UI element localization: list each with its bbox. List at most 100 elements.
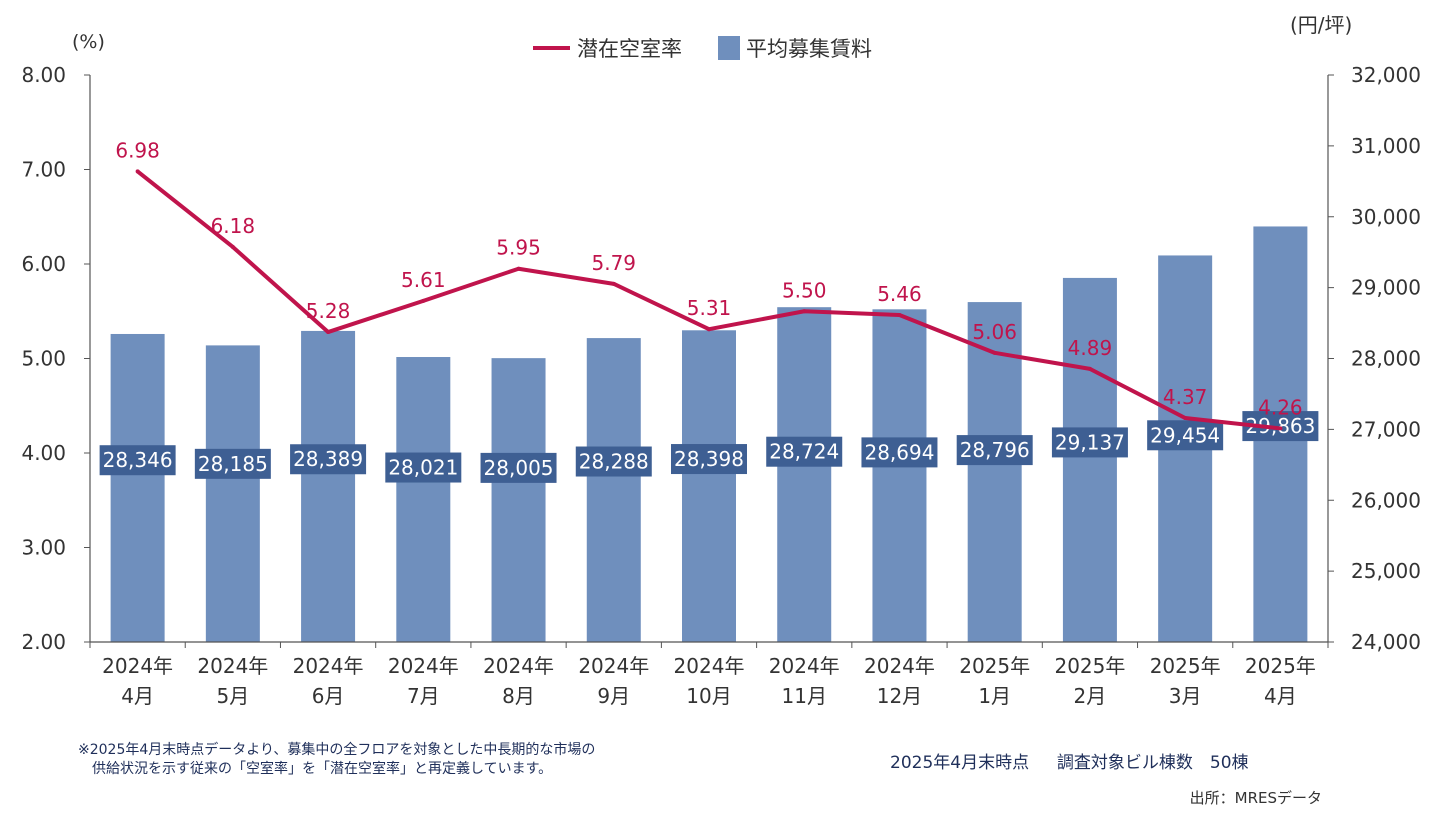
x-tick-label-year: 2025年 xyxy=(959,654,1030,678)
bar xyxy=(110,333,165,642)
right-axis-unit: (円/坪) xyxy=(1290,13,1352,37)
x-tick-label-month: 4月 xyxy=(1264,684,1297,708)
bar xyxy=(777,307,832,642)
bar xyxy=(1062,277,1117,642)
left-tick-label: 6.00 xyxy=(21,252,66,276)
left-tick-label: 3.00 xyxy=(21,536,66,560)
bar-label-box xyxy=(290,444,367,475)
bar-label-box xyxy=(194,448,271,479)
legend-line-label: 潜在空室率 xyxy=(577,37,682,61)
vacancy-point xyxy=(992,350,997,355)
right-tick-label: 32,000 xyxy=(1351,63,1421,87)
left-tick-label: 2.00 xyxy=(21,630,66,654)
bar-data-label: 29,137 xyxy=(1055,430,1125,454)
legend: 潜在空室率 平均募集賃料 xyxy=(533,36,872,61)
bar-data-label: 28,021 xyxy=(388,456,458,480)
x-tick-label-month: 1月 xyxy=(978,684,1011,708)
bar xyxy=(491,358,546,642)
bar-label-box xyxy=(575,446,652,477)
x-tick-label-month: 4月 xyxy=(121,684,154,708)
bar xyxy=(872,309,927,642)
bar-label-box xyxy=(861,437,938,468)
bar-data-label: 28,005 xyxy=(484,456,554,480)
footnote: ※2025年4月末時点データより、募集中の全フロアを対象とした中長期的な市場の … xyxy=(78,742,596,777)
x-tick-label-year: 2024年 xyxy=(483,654,554,678)
bar-series xyxy=(110,226,1308,642)
x-tick-label-year: 2025年 xyxy=(1245,654,1316,678)
bar-label-box xyxy=(671,444,747,475)
vacancy-data-label: 4.89 xyxy=(1068,336,1113,360)
x-tick-label-year: 2024年 xyxy=(578,654,649,678)
vacancy-point xyxy=(707,327,711,332)
vacancy-point xyxy=(1278,426,1283,431)
vacancy-point xyxy=(802,309,807,314)
vacancy-data-label: 4.37 xyxy=(1163,385,1208,409)
vacancy-data-label: 4.26 xyxy=(1258,395,1303,419)
vacancy-point xyxy=(1087,366,1092,371)
vacancy-data-label: 5.61 xyxy=(401,268,446,292)
x-tick-label-year: 2024年 xyxy=(388,654,459,678)
left-axis-unit: (%) xyxy=(72,31,105,53)
bar xyxy=(396,357,451,642)
vacancy-data-label: 5.06 xyxy=(972,320,1017,344)
bar xyxy=(682,330,736,642)
bar-label-box xyxy=(1051,427,1128,458)
bar xyxy=(967,302,1022,642)
x-tick-label-month: 6月 xyxy=(312,684,345,708)
axes: 2.00 3.00 4.00 5.00 6.00 7.00 8.00 24,000 25,000… xyxy=(21,13,1421,708)
x-tick-label-month: 8月 xyxy=(502,684,535,708)
x-tick-label-year: 2024年 xyxy=(102,654,173,678)
vacancy-point xyxy=(897,313,902,318)
vacancy-data-label: 5.50 xyxy=(782,278,827,302)
vacancy-data-label: 5.31 xyxy=(687,296,732,320)
legend-bar-swatch xyxy=(718,36,740,60)
vacancy-point xyxy=(135,169,140,174)
bar-data-label: 28,398 xyxy=(674,447,744,471)
x-tick-label-month: 3月 xyxy=(1169,684,1202,708)
right-tick-label: 29,000 xyxy=(1351,276,1421,300)
vacancy-point xyxy=(611,281,616,286)
vacancy-data-label: 6.98 xyxy=(115,138,160,162)
bar-label-box xyxy=(1147,420,1224,451)
bar-data-label: 28,694 xyxy=(864,440,934,464)
legend-bar-label: 平均募集賃料 xyxy=(746,37,872,61)
x-tick-label-month: 9月 xyxy=(597,684,630,708)
source-note: 出所：MRESデータ xyxy=(1189,789,1322,807)
line-series: 6.98 6.18 5.28 5.61 5.95 5.79 5.31 5.50 5.46 5.06… xyxy=(115,138,1303,431)
vacancy-point xyxy=(230,244,235,249)
x-tick-label-month: 12月 xyxy=(877,684,922,708)
right-tick-label: 25,000 xyxy=(1351,559,1421,583)
bar-data-labels: 28,346 28,185 28,389 28,021 28,005 28,288 28,3… xyxy=(99,411,1319,483)
right-tick-label: 24,000 xyxy=(1351,630,1421,654)
vacancy-point xyxy=(326,330,331,335)
vacancy-data-label: 6.18 xyxy=(211,214,256,238)
vacancy-data-label: 5.95 xyxy=(496,236,541,260)
bar-data-label: 28,389 xyxy=(293,447,363,471)
bar xyxy=(586,338,641,642)
left-tick-label: 7.00 xyxy=(21,158,66,182)
right-tick-label: 31,000 xyxy=(1351,134,1421,158)
bar-label-box xyxy=(385,452,462,483)
bar-data-label: 28,346 xyxy=(103,448,173,472)
bar-data-label: 28,724 xyxy=(769,440,839,464)
bar-label-box xyxy=(956,435,1033,466)
bar xyxy=(301,330,356,642)
vacancy-point xyxy=(516,266,521,271)
vacancy-data-label: 5.46 xyxy=(877,282,922,306)
vacancy-point xyxy=(421,298,426,303)
x-tick-label-year: 2025年 xyxy=(1150,654,1221,678)
vacancy-data-label: 5.79 xyxy=(592,251,637,275)
x-tick-label-month: 10月 xyxy=(686,684,731,708)
left-tick-label: 5.00 xyxy=(21,347,66,371)
x-tick-label-month: 11月 xyxy=(782,684,827,708)
x-tick-label-year: 2024年 xyxy=(293,654,364,678)
bar xyxy=(205,345,260,642)
bar-label-box xyxy=(480,452,557,483)
bar-data-label: 28,796 xyxy=(960,438,1030,462)
right-tick-label: 28,000 xyxy=(1351,347,1421,371)
x-tick-label-month: 7月 xyxy=(407,684,440,708)
x-tick-label-month: 5月 xyxy=(216,684,249,708)
x-tick-label-year: 2024年 xyxy=(864,654,935,678)
right-tick-label: 27,000 xyxy=(1351,417,1421,441)
